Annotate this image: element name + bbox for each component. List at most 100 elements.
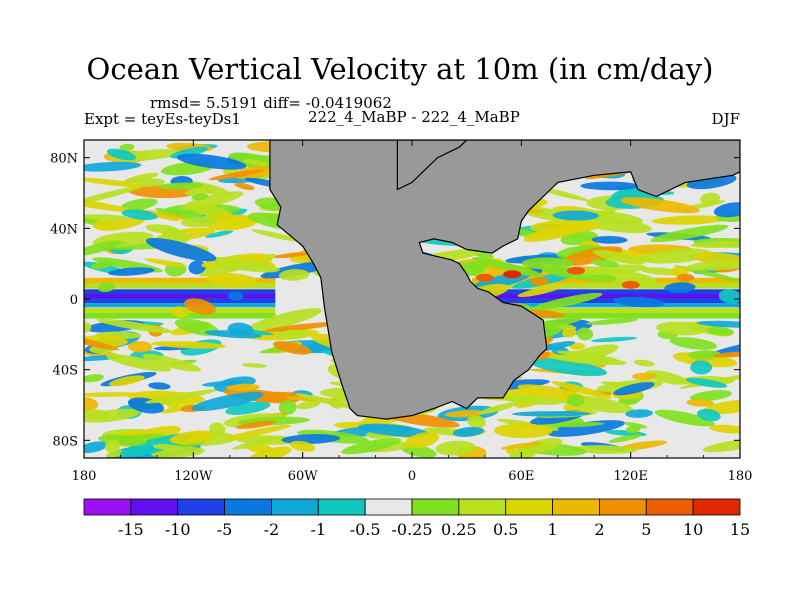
y-tick-label: 40S [53, 364, 78, 379]
field-patch [569, 342, 586, 350]
field-patch [478, 402, 518, 415]
x-tick-label: 120W [174, 469, 213, 484]
field-patch [591, 259, 620, 268]
field-patch [712, 351, 740, 358]
field-patch [243, 159, 269, 166]
field-patch [669, 266, 690, 276]
field-patch [688, 350, 722, 360]
equatorial-band [84, 294, 276, 299]
field-patch [548, 354, 627, 366]
colorbar-label: 1 [547, 520, 557, 539]
field-patch [171, 306, 190, 318]
colorbar-label: -15 [118, 520, 144, 539]
rmsd-diff-stats: rmsd= 5.5191 diff= -0.0419062 [150, 94, 392, 112]
field-patch [551, 381, 613, 399]
field-patch [626, 425, 641, 434]
field-patch [556, 350, 606, 358]
equatorial-band [84, 282, 276, 289]
colorbar-swatch [552, 498, 600, 516]
run-label: 222_4_MaBP - 222_4_MaBP [308, 108, 520, 126]
y-tick-label: 80S [53, 434, 78, 449]
field-patch [702, 437, 740, 453]
field-patch [511, 411, 592, 417]
field-patch [650, 224, 729, 243]
field-patch [664, 282, 696, 293]
field-patch [625, 409, 654, 418]
field-patch [145, 389, 217, 404]
field-patch [696, 320, 740, 328]
field-patch [208, 422, 226, 436]
field-patch [97, 282, 116, 293]
field-peak [621, 280, 640, 289]
field-patch [119, 143, 135, 151]
colorbar-swatch [271, 498, 319, 516]
field-patch [225, 401, 271, 415]
field-patch [700, 192, 721, 205]
field-patch [296, 400, 321, 410]
field-patch [184, 186, 217, 196]
field-patch [84, 161, 142, 172]
field-patch [685, 377, 728, 388]
colorbar-swatch [130, 498, 179, 516]
field-patch [156, 182, 204, 190]
field-patch [608, 434, 643, 443]
field-patch [693, 252, 740, 269]
field-patch [104, 439, 120, 454]
colorbar-label: 5 [641, 520, 651, 539]
field-patch [435, 440, 476, 456]
land-masses [269, 140, 740, 420]
field-patch [685, 260, 740, 271]
field-patch [191, 391, 264, 412]
colorbar-label: 15 [730, 520, 750, 539]
field-patch [188, 260, 206, 275]
field-patch [206, 215, 259, 231]
field-patch [690, 390, 732, 402]
field-patch [624, 422, 648, 429]
equatorial-band [84, 303, 276, 308]
field-patch [656, 321, 706, 336]
field-patch [561, 327, 577, 338]
field-patch [148, 212, 180, 221]
colorbar: -15 -10 -5 -2 -1 -0.5 -0.25 0.25 0.5 1 2 5 10 15 [83, 498, 750, 539]
field-patch [251, 229, 301, 242]
field-patch [117, 433, 165, 441]
field-patch [180, 216, 220, 228]
field-patch [529, 358, 608, 377]
field-patch [226, 383, 260, 392]
field-peak [503, 270, 522, 279]
x-tick-label: 180 [728, 469, 753, 484]
field-patch [155, 208, 183, 216]
field-patch [613, 296, 665, 308]
field-patch [208, 169, 265, 181]
colorbar-swatch [599, 498, 647, 516]
field-patch [571, 445, 637, 454]
field-patch [444, 410, 485, 418]
field-patch [706, 326, 734, 336]
field-patch [241, 363, 267, 368]
field-patch [176, 153, 247, 170]
equatorial-band [472, 303, 740, 308]
equatorial-band [84, 298, 276, 304]
field-patch [96, 318, 174, 334]
field-patch [517, 284, 564, 298]
northern-eastern-continent [396, 140, 468, 191]
field-patch [686, 399, 714, 407]
colorbar-swatch [224, 498, 272, 516]
field-patch [204, 330, 262, 339]
field-patch [690, 360, 713, 375]
field-patch [669, 337, 718, 350]
equatorial-band [84, 277, 276, 284]
field-patch [232, 436, 283, 450]
y-tick-label: 40N [50, 222, 78, 237]
field-patch [690, 240, 740, 248]
field-patch [708, 424, 740, 434]
field-patch [201, 380, 244, 387]
field-patch [135, 178, 165, 187]
western-continent [269, 140, 740, 420]
field-patch [108, 267, 155, 276]
field-patch [547, 420, 625, 437]
colorbar-label: -1 [310, 520, 326, 539]
field-patch [576, 327, 594, 341]
colorbar-label: 10 [683, 520, 703, 539]
field-patch [278, 269, 310, 281]
